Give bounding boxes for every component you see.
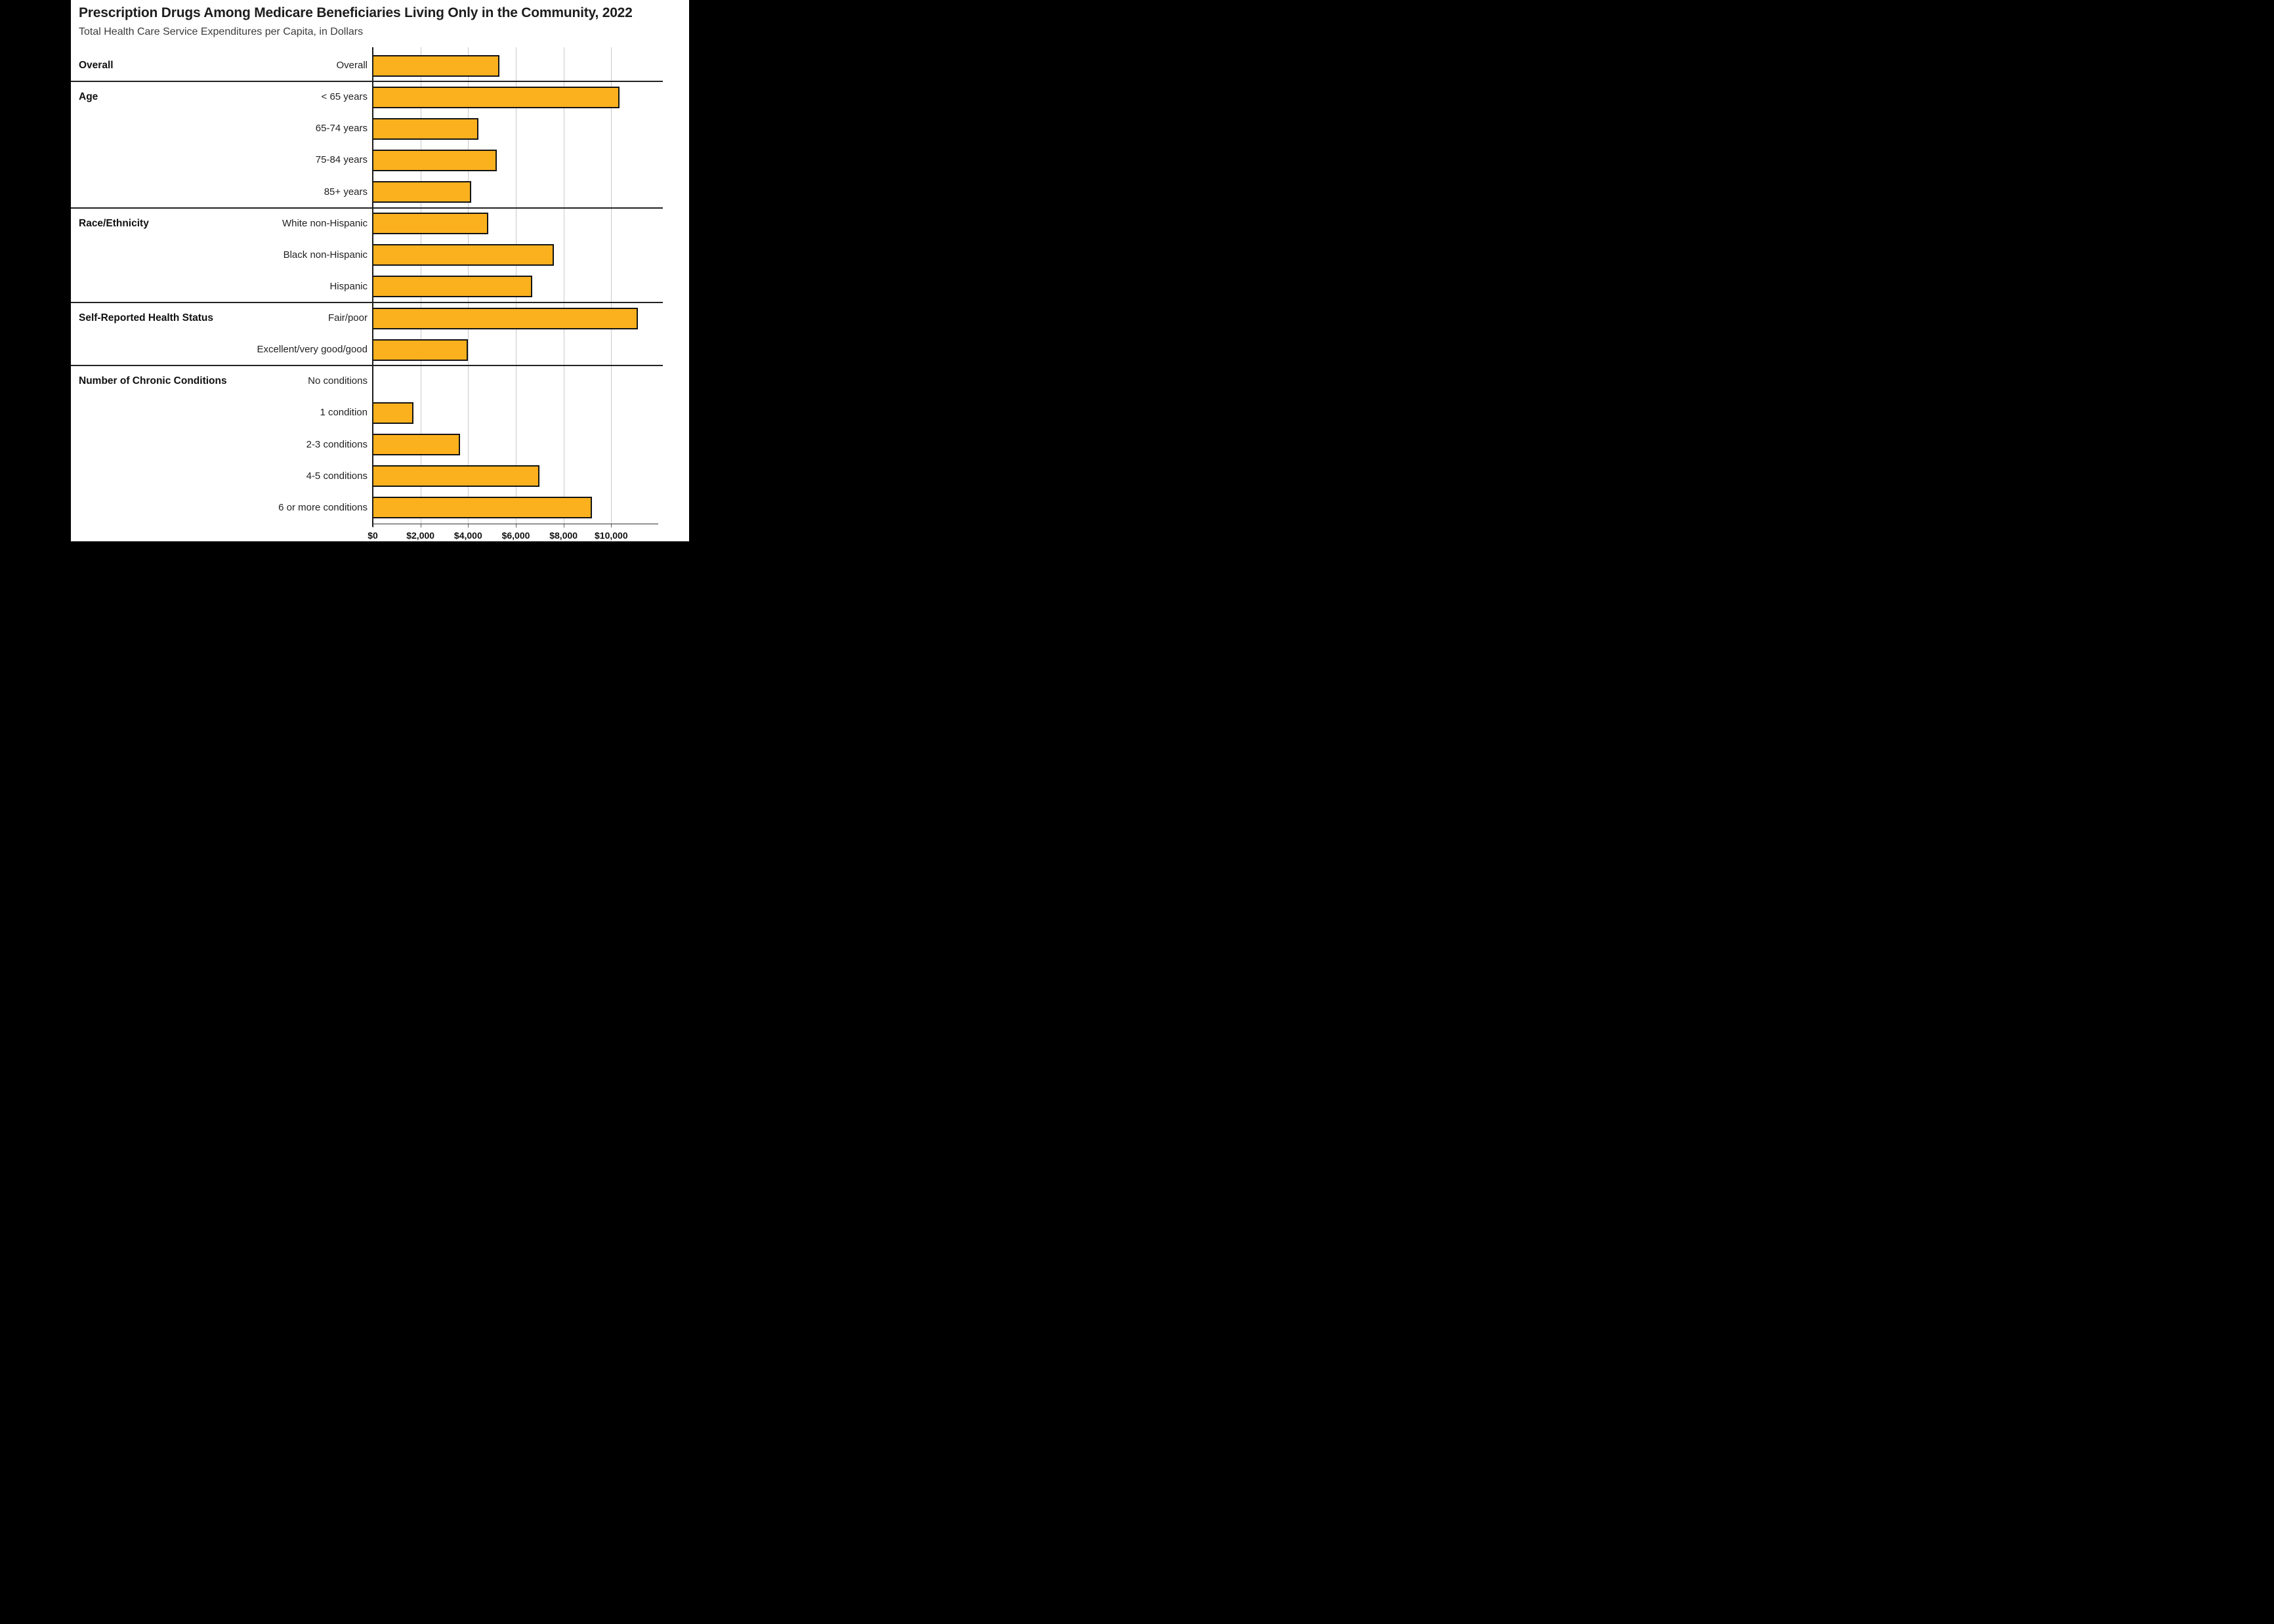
bar-2-3-conditions [372, 434, 460, 456]
x-gridline-10000 [611, 47, 612, 524]
row-label-excellent-very-good-good: Excellent/very good/good [257, 344, 368, 356]
x-axis-label-4-000: $4,000 [453, 530, 482, 541]
group-header-race-ethnicity: Race/Ethnicity [79, 217, 149, 229]
row-label-white-non-hispanic: White non-Hispanic [282, 217, 368, 229]
group-header-age: Age [79, 91, 98, 103]
bar-6-or-more-conditions [372, 497, 592, 519]
chart-subtitle: Total Health Care Service Expenditures p… [79, 26, 364, 37]
x-axis-label-0: $0 [368, 530, 378, 541]
row-label-no-conditions: No conditions [308, 375, 368, 387]
x-axis-label-8-000: $8,000 [549, 530, 578, 541]
plot-area: $0 $2,000 $4,000 $6,000 $8,000 $10,000 Overall… [71, 0, 689, 541]
row-label-4-5-conditions: 4-5 conditions [306, 470, 368, 482]
row-label-overall: Overall [336, 60, 368, 71]
bar-hispanic [372, 276, 533, 298]
bar-1-condition [372, 402, 414, 424]
bar-fair-poor [372, 307, 639, 329]
group-separator-after-self-reported-health-status [71, 365, 663, 367]
group-header-overall: Overall [79, 60, 114, 71]
group-separator-after-overall [71, 81, 663, 83]
row-label-hispanic: Hispanic [329, 280, 368, 292]
bar-4-5-conditions [372, 465, 539, 488]
bar-85-years [372, 181, 471, 203]
group-separator-after-race-ethnicity [71, 302, 663, 304]
row-label-1-condition: 1 condition [320, 407, 368, 419]
x-axis-zero-line [372, 47, 373, 527]
bar-overall [372, 54, 499, 77]
row-label-65-years: < 65 years [321, 91, 368, 103]
bar-75-84-years [372, 149, 497, 171]
bar-65-74-years [372, 117, 478, 140]
x-axis-tick-10000 [611, 523, 612, 528]
x-axis-label-6-000: $6,000 [501, 530, 530, 541]
group-separator-after-age [71, 207, 663, 209]
row-label-black-non-hispanic: Black non-Hispanic [283, 249, 368, 260]
screenshot-stage: Prescription Drugs Among Medicare Benefi… [0, 0, 758, 541]
bar-excellent-very-good-good [372, 339, 468, 361]
row-label-65-74-years: 65-74 years [315, 123, 368, 135]
x-axis-label-2-000: $2,000 [406, 530, 435, 541]
bar-black-non-hispanic [372, 244, 554, 266]
row-label-fair-poor: Fair/poor [327, 312, 368, 324]
chart-panel: Prescription Drugs Among Medicare Benefi… [71, 0, 689, 541]
group-header-number-of-chronic-conditions: Number of Chronic Conditions [79, 375, 227, 387]
row-label-75-84-years: 75-84 years [315, 154, 368, 166]
row-label-2-3-conditions: 2-3 conditions [306, 438, 368, 450]
bar-white-non-hispanic [372, 213, 488, 235]
x-axis-label-10-000: $10,000 [595, 530, 628, 541]
row-label-6-or-more-conditions: 6 or more conditions [278, 501, 368, 513]
chart-title: Prescription Drugs Among Medicare Benefi… [79, 5, 633, 20]
x-axis-tick-4000 [468, 523, 469, 528]
row-label-85-years: 85+ years [324, 186, 368, 198]
bar-65-years [372, 86, 620, 108]
group-header-self-reported-health-status: Self-Reported Health Status [79, 312, 213, 324]
